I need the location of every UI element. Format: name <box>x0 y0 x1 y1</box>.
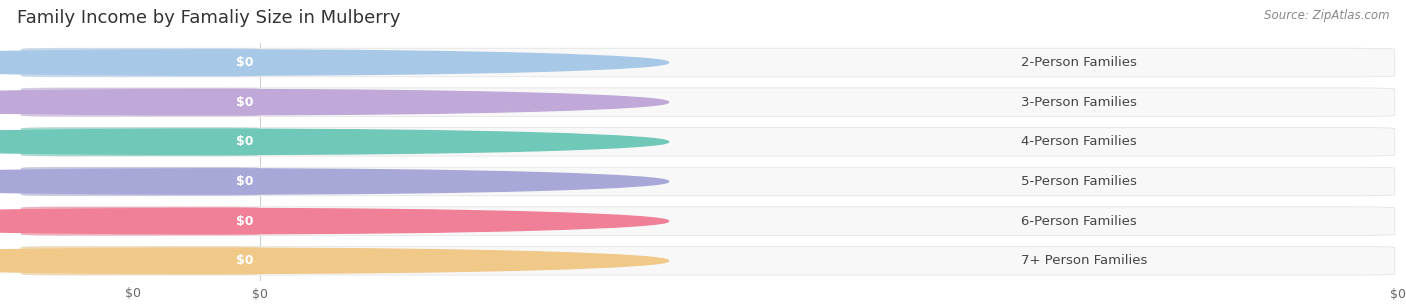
Text: $0: $0 <box>236 215 253 228</box>
FancyBboxPatch shape <box>21 127 1395 156</box>
Text: 7+ Person Families: 7+ Person Families <box>1021 254 1147 267</box>
Circle shape <box>0 248 669 273</box>
Text: Source: ZipAtlas.com: Source: ZipAtlas.com <box>1264 9 1389 22</box>
Circle shape <box>0 50 669 75</box>
Text: $0: $0 <box>236 175 253 188</box>
FancyBboxPatch shape <box>21 246 260 275</box>
FancyBboxPatch shape <box>21 48 1395 77</box>
Text: $0: $0 <box>236 254 253 267</box>
Text: 5-Person Families: 5-Person Families <box>1021 175 1137 188</box>
FancyBboxPatch shape <box>21 207 260 235</box>
FancyBboxPatch shape <box>21 207 1395 235</box>
Text: $0: $0 <box>236 56 253 69</box>
Text: $0: $0 <box>236 135 253 148</box>
FancyBboxPatch shape <box>21 88 260 117</box>
FancyBboxPatch shape <box>21 246 1395 275</box>
Text: $0: $0 <box>125 287 141 300</box>
Circle shape <box>0 90 669 115</box>
FancyBboxPatch shape <box>21 88 1395 117</box>
Text: 6-Person Families: 6-Person Families <box>1021 215 1137 228</box>
Text: $0: $0 <box>236 96 253 109</box>
Text: 3-Person Families: 3-Person Families <box>1021 96 1137 109</box>
FancyBboxPatch shape <box>21 167 260 196</box>
FancyBboxPatch shape <box>21 167 1395 196</box>
Text: $0: $0 <box>1391 288 1406 301</box>
Text: $0: $0 <box>252 288 269 301</box>
Circle shape <box>0 129 669 154</box>
Text: 2-Person Families: 2-Person Families <box>1021 56 1137 69</box>
Circle shape <box>0 169 669 194</box>
Circle shape <box>0 209 669 234</box>
Text: Family Income by Famaliy Size in Mulberry: Family Income by Famaliy Size in Mulberr… <box>17 9 401 27</box>
FancyBboxPatch shape <box>21 127 260 156</box>
FancyBboxPatch shape <box>21 48 260 77</box>
Text: 4-Person Families: 4-Person Families <box>1021 135 1137 148</box>
